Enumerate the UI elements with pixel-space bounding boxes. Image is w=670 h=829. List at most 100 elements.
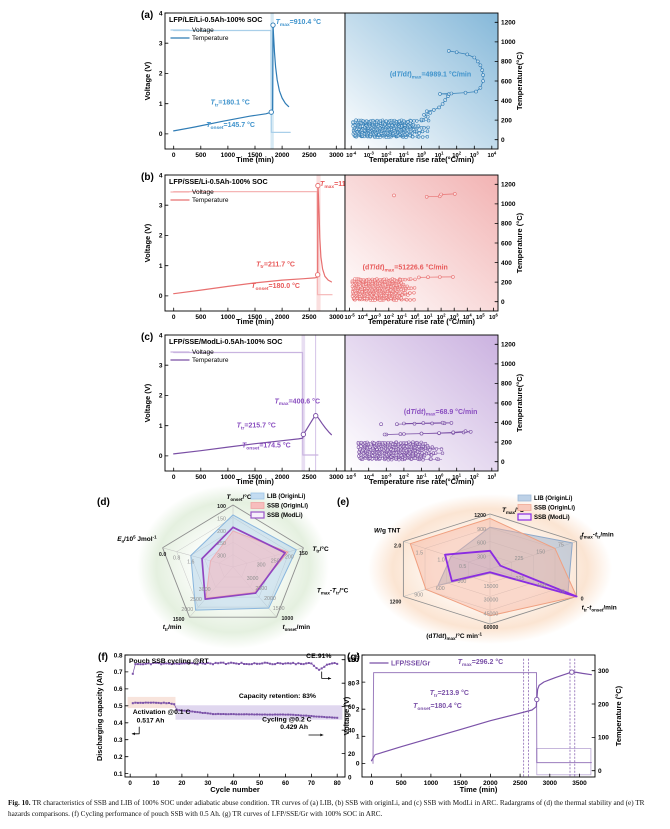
scatter-point: [405, 298, 409, 302]
scatter-point: [406, 293, 410, 297]
ce-point: [300, 662, 302, 665]
capacity-point: [284, 713, 287, 716]
x-tick-label: 105: [476, 313, 485, 321]
legend-swatch: [517, 494, 532, 502]
ce-point: [212, 663, 214, 666]
rate-point: [428, 111, 433, 115]
rate-point: [481, 73, 485, 77]
ce-point: [217, 662, 220, 665]
scatter-point: [412, 286, 417, 290]
y-tick-label: 400: [501, 420, 512, 427]
radar-tick-label: 0.0: [159, 552, 166, 558]
scatter-point: [389, 440, 393, 445]
capacity-point: [263, 713, 266, 716]
ce-point: [131, 672, 134, 675]
scatter-point: [384, 277, 389, 281]
radar-axis-label: ttr/min: [163, 624, 182, 632]
y-tick-label: 4: [356, 652, 360, 659]
y-tick-label: 1200: [501, 20, 516, 27]
x-tick-label: 104: [463, 313, 472, 321]
x-tick-label: 0: [128, 780, 132, 787]
capacity-point: [136, 701, 139, 704]
y-tick-label: 1000: [501, 39, 516, 46]
capacity-point: [310, 715, 313, 717]
y-tick-label: 1: [159, 263, 163, 270]
annotation: Ttr=180.1 °C: [211, 99, 250, 109]
ce-point: [186, 662, 189, 665]
x-tick-label: 10-1: [416, 473, 427, 481]
rate-point: [440, 420, 445, 425]
scatter-point: [411, 135, 415, 139]
x-tick-label: 0: [172, 152, 176, 159]
radar-tick-label: 225: [516, 576, 525, 582]
x-tick-label: 500: [195, 152, 206, 159]
plot-title: LFP/SSE/ModLi-0.5Ah-100% SOC: [169, 337, 282, 346]
y-tick-label: 600: [501, 240, 512, 247]
x-tick-label: 0: [172, 314, 176, 321]
legend-label: Voltage: [192, 189, 214, 196]
annotation: Tonset=180.0 °C: [251, 282, 300, 292]
x-tick-label: 101: [435, 151, 444, 159]
scatter-point: [396, 442, 401, 447]
radar-tick-label: 2500: [190, 597, 202, 603]
annotation: Tmax=296.2 °C: [458, 658, 503, 668]
capacity-point: [279, 713, 282, 716]
y-tick-label: 0: [356, 761, 360, 768]
ce-point: [199, 661, 202, 664]
capacity-point: [170, 702, 173, 705]
y-tick-label: 0.1: [114, 771, 123, 778]
radar-axis-label: W/g TNT: [374, 528, 400, 535]
ce-point: [147, 662, 150, 665]
scatter-point: [389, 118, 394, 123]
x-tick-label: 1500: [453, 780, 468, 787]
x-tick-label: 100: [417, 151, 426, 159]
capacity-point: [300, 714, 302, 717]
x-axis-label: Time (min): [236, 477, 274, 486]
capacity-point: [175, 708, 178, 711]
ce-point: [253, 662, 256, 665]
y-tick-label: 3: [159, 203, 163, 210]
point-marker: [268, 109, 274, 115]
annotation: Tonset=145.7 °C: [206, 121, 255, 131]
rate-point: [437, 275, 442, 279]
scatter-point: [434, 451, 438, 455]
panel-letter: (a): [141, 10, 153, 21]
plot-area: [165, 13, 345, 149]
radar-tick-label: 150: [299, 551, 308, 557]
scatter-point: [364, 119, 369, 123]
rate-point: [472, 55, 477, 60]
radar-tick-label: 1.0: [437, 557, 444, 563]
radar-tick-label: 2500: [255, 586, 267, 592]
rate-point: [481, 79, 485, 83]
ce-point: [263, 661, 266, 664]
y-tick-label: 800: [501, 381, 512, 388]
plot-frame: [344, 12, 499, 150]
x-tick-label: 10-5: [345, 313, 356, 321]
panel-f-cycling-chart: (f)0.10.20.30.40.50.60.70.80204060801000…: [95, 652, 374, 794]
x-tick-label: 3000: [329, 152, 344, 159]
x-tick-label: 10-5: [346, 473, 357, 481]
x-tick-label: 0: [172, 474, 176, 481]
rate-point: [463, 429, 468, 433]
radar-tick-label: 1200: [474, 513, 486, 519]
panel-letter: (d): [97, 497, 110, 508]
ce-point: [230, 661, 233, 664]
scatter-point: [402, 119, 406, 123]
ce-point: [276, 662, 279, 664]
point-marker: [534, 696, 540, 703]
scatter-point: [361, 278, 366, 282]
annotation: 0.429 Ah: [280, 724, 308, 731]
x-tick-label: 500: [195, 314, 206, 321]
ce-point: [144, 662, 147, 665]
scatter-point: [409, 286, 413, 290]
x-tick-label: 2000: [275, 474, 290, 481]
ce-point: [160, 663, 163, 666]
capacity-point: [328, 716, 331, 719]
scatter-point: [417, 135, 421, 139]
capacity-point: [287, 713, 290, 716]
capacity-point: [142, 701, 145, 704]
scatter-point: [359, 456, 363, 460]
ce-point: [312, 664, 315, 667]
ce-point: [232, 662, 235, 665]
rate-point: [475, 59, 480, 64]
